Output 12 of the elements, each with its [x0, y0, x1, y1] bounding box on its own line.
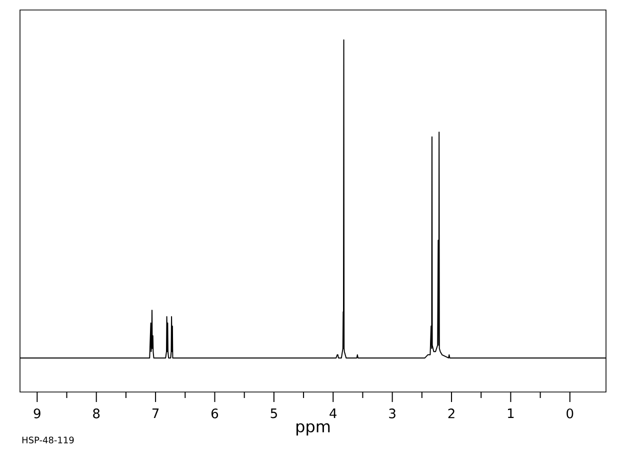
- x-tick-label: 2: [448, 408, 454, 418]
- x-tick-label: 1: [508, 408, 514, 418]
- x-tick-label: 5: [270, 408, 277, 418]
- x-axis-title: ppm: [296, 423, 330, 436]
- text: HSP-48-119: [22, 436, 74, 444]
- x-tick-label: 7: [152, 408, 159, 418]
- x-tick-label: 0: [566, 408, 574, 418]
- x-tick-label: 6: [212, 408, 218, 418]
- x-tick-label: 9: [34, 408, 40, 418]
- x-tick-label: 8: [93, 408, 100, 418]
- x-tick-label: 3: [389, 408, 396, 418]
- x-tick-label: 4: [330, 408, 337, 418]
